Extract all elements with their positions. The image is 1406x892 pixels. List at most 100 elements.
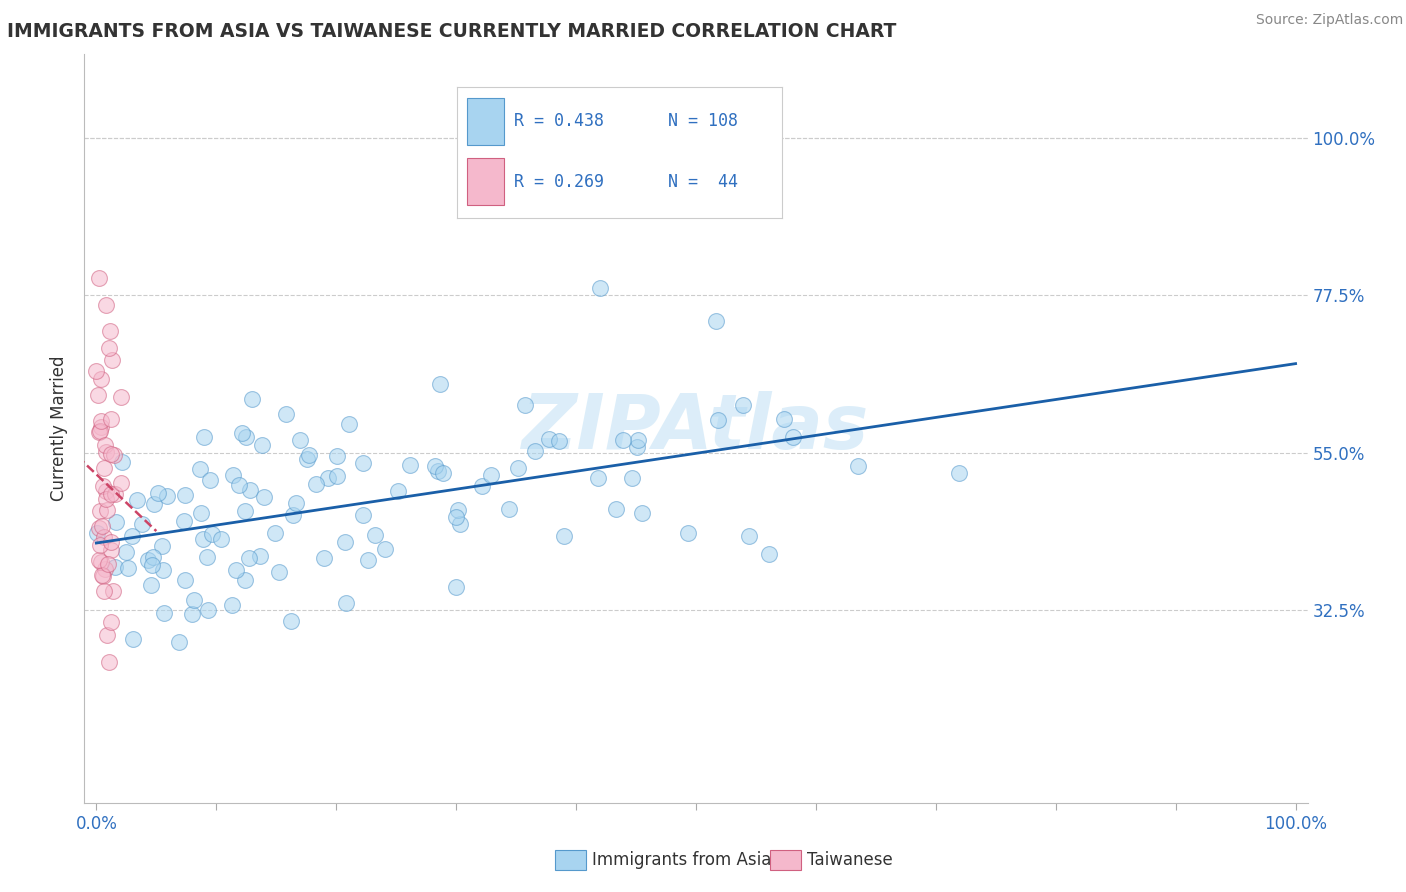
Point (93, 461, 115, 475)
Point (89, 553, 111, 567)
Point (537, 432, 560, 446)
Point (193, 430, 215, 444)
Point (91, 567, 114, 582)
Point (733, 398, 755, 412)
Point (222, 468, 245, 483)
Point (446, 503, 468, 517)
Y-axis label: Currently Married: Currently Married (51, 355, 69, 501)
Point (141, 578, 163, 592)
Point (86, 526, 108, 541)
Point (183, 592, 205, 607)
Text: Source: ZipAtlas.com: Source: ZipAtlas.com (1256, 13, 1403, 28)
Point (221, 599, 243, 613)
Point (399, 458, 422, 473)
Point (249, 549, 271, 564)
Point (146, 486, 169, 500)
Point (678, 525, 700, 540)
Point (156, 489, 179, 503)
Point (111, 455, 134, 469)
Point (93, 584, 115, 599)
Point (90, 420, 112, 434)
Point (141, 558, 163, 572)
Point (444, 580, 467, 594)
Point (89, 424, 111, 438)
Point (250, 438, 273, 452)
Point (326, 468, 349, 483)
Point (524, 443, 547, 458)
Point (122, 632, 145, 646)
Point (626, 440, 648, 454)
Point (235, 430, 257, 444)
Text: Taiwanese: Taiwanese (807, 851, 893, 869)
Point (97, 558, 120, 572)
Point (96, 492, 118, 507)
Point (498, 501, 520, 516)
Point (280, 614, 302, 628)
Point (225, 563, 247, 577)
Point (173, 514, 195, 528)
Point (627, 433, 650, 447)
Point (630, 506, 652, 520)
Point (425, 459, 447, 474)
Point (173, 488, 195, 502)
Point (283, 508, 305, 522)
Point (479, 468, 502, 483)
Point (198, 473, 221, 487)
Point (209, 532, 232, 546)
Point (181, 607, 204, 622)
Point (100, 615, 122, 630)
Point (449, 517, 471, 532)
Point (547, 434, 569, 449)
Point (706, 314, 728, 328)
Point (103, 448, 125, 462)
Point (94, 562, 117, 576)
Point (240, 392, 263, 406)
Point (101, 352, 124, 367)
Point (335, 596, 357, 610)
Point (605, 501, 627, 516)
Point (586, 471, 609, 485)
Point (142, 549, 165, 564)
Point (738, 529, 761, 543)
Point (429, 377, 451, 392)
Point (427, 464, 450, 478)
Point (471, 479, 494, 493)
Point (131, 516, 153, 531)
Point (110, 390, 132, 404)
Point (773, 412, 796, 426)
Point (374, 542, 396, 557)
Point (100, 412, 122, 426)
Point (121, 529, 143, 543)
Point (110, 476, 132, 491)
Point (233, 504, 256, 518)
Point (285, 496, 308, 510)
Point (90, 414, 112, 428)
Point (100, 447, 122, 461)
Point (706, 413, 728, 427)
Text: Immigrants from Asia: Immigrants from Asia (592, 851, 772, 869)
Text: IMMIGRANTS FROM ASIA VS TAIWANESE CURRENTLY MARRIED CORRELATION CHART: IMMIGRANTS FROM ASIA VS TAIWANESE CURREN… (7, 22, 897, 41)
Point (90, 519, 112, 533)
Point (197, 603, 219, 617)
Point (98, 324, 121, 338)
Point (86, 364, 108, 378)
Point (335, 534, 357, 549)
Point (506, 461, 529, 475)
Point (288, 433, 311, 447)
Point (100, 543, 122, 558)
Point (174, 573, 197, 587)
Point (231, 425, 253, 440)
Text: ZIPAtlas: ZIPAtlas (522, 392, 870, 465)
Point (387, 483, 409, 498)
Point (352, 508, 374, 522)
Point (127, 492, 149, 507)
Point (89, 521, 111, 535)
Point (89, 504, 111, 518)
Point (948, 466, 970, 480)
Point (267, 566, 290, 580)
Point (326, 449, 349, 463)
Point (96, 628, 118, 642)
Point (195, 549, 218, 564)
Point (188, 462, 211, 476)
Point (357, 552, 380, 566)
